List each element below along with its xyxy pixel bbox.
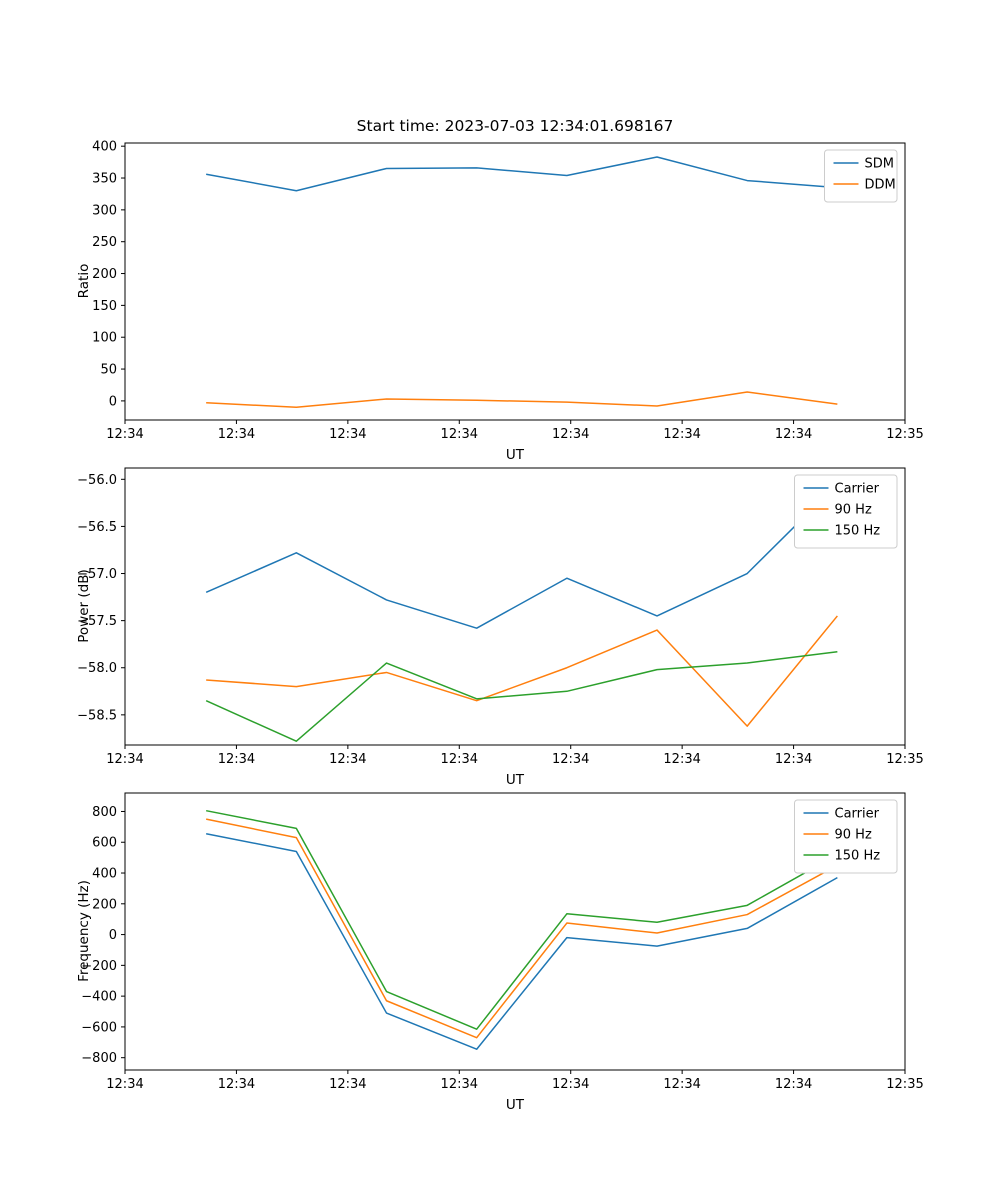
x-tick-label: 12:34: [441, 427, 478, 442]
y-tick-label: 0: [109, 928, 117, 943]
x-tick-label: 12:34: [663, 752, 700, 767]
x-tick-label: 12:34: [106, 1077, 143, 1092]
series-line-carrier: [206, 833, 838, 1050]
legend-label: SDM: [865, 157, 894, 172]
y-tick-label: −400: [81, 990, 117, 1005]
y-tick-label: 250: [92, 235, 117, 250]
x-tick-label: 12:34: [775, 752, 812, 767]
x-tick-label: 12:34: [218, 752, 255, 767]
frequency-y-axis-label: Frequency (Hz): [76, 880, 92, 982]
y-tick-label: 350: [92, 172, 117, 187]
y-tick-label: 200: [92, 267, 117, 282]
x-tick-label: 12:34: [218, 1077, 255, 1092]
axes-box: [124, 467, 906, 746]
y-tick-label: 600: [92, 836, 117, 851]
power-y-axis-label: Power (dB): [76, 569, 92, 643]
x-tick-label: 12:34: [441, 752, 478, 767]
x-tick-label: 12:34: [218, 427, 255, 442]
x-tick-label: 12:34: [775, 1077, 812, 1092]
y-tick-label: 400: [92, 867, 117, 882]
series-line-carrier: [205, 483, 838, 629]
y-tick-label: −800: [81, 1051, 117, 1066]
y-tick-label: −56.5: [77, 520, 117, 535]
chart-title: Start time: 2023-07-03 12:34:01.698167: [356, 117, 674, 135]
x-tick-label: 12:35: [886, 752, 923, 767]
y-tick-label: 200: [92, 897, 117, 912]
legend-label: 90 Hz: [835, 503, 872, 518]
series-line-150-hz: [205, 650, 838, 742]
y-tick-label: 150: [92, 299, 117, 314]
power-x-axis-label: UT: [505, 772, 525, 788]
x-tick-label: 12:34: [552, 1077, 589, 1092]
legend-label: Carrier: [835, 482, 880, 497]
y-tick-label: −58.0: [77, 661, 117, 676]
legend-label: Carrier: [835, 807, 880, 822]
legend-box: [794, 474, 898, 549]
y-tick-label: 50: [100, 363, 117, 378]
x-tick-label: 12:34: [552, 427, 589, 442]
legend-label: 90 Hz: [835, 828, 872, 843]
y-tick-label: 800: [92, 805, 117, 820]
x-tick-label: 12:34: [775, 427, 812, 442]
x-tick-label: 12:34: [441, 1077, 478, 1092]
x-tick-label: 12:34: [106, 752, 143, 767]
legend-label: 150 Hz: [835, 849, 881, 864]
legend-box: [794, 799, 898, 874]
x-tick-label: 12:34: [663, 1077, 700, 1092]
axes-box: [124, 792, 906, 1071]
axes-box: [124, 142, 906, 421]
y-tick-label: −56.0: [77, 473, 117, 488]
y-tick-label: −58.5: [77, 708, 117, 723]
series-line-90-hz: [206, 615, 838, 727]
x-tick-label: 12:34: [329, 427, 366, 442]
y-tick-label: 0: [109, 394, 117, 409]
y-tick-label: 300: [92, 203, 117, 218]
x-tick-label: 12:35: [886, 427, 923, 442]
y-tick-label: 100: [92, 331, 117, 346]
series-line-90-hz: [206, 818, 838, 1039]
frequency-x-axis-label: UT: [505, 1097, 525, 1113]
series-line-150-hz: [206, 809, 838, 1030]
ratio-y-axis-label: Ratio: [76, 263, 92, 299]
x-tick-label: 12:34: [663, 427, 700, 442]
ratio-x-axis-label: UT: [505, 447, 525, 463]
series-line-sdm: [206, 156, 838, 192]
y-tick-label: −600: [81, 1020, 117, 1035]
y-tick-label: 400: [92, 140, 117, 155]
legend-label: 150 Hz: [835, 524, 881, 539]
x-tick-label: 12:34: [329, 1077, 366, 1092]
legend-box: [824, 149, 898, 203]
x-tick-label: 12:35: [886, 1077, 923, 1092]
x-tick-label: 12:34: [552, 752, 589, 767]
x-tick-label: 12:34: [329, 752, 366, 767]
x-tick-label: 12:34: [106, 427, 143, 442]
series-line-ddm: [206, 391, 838, 409]
legend-label: DDM: [865, 178, 896, 193]
